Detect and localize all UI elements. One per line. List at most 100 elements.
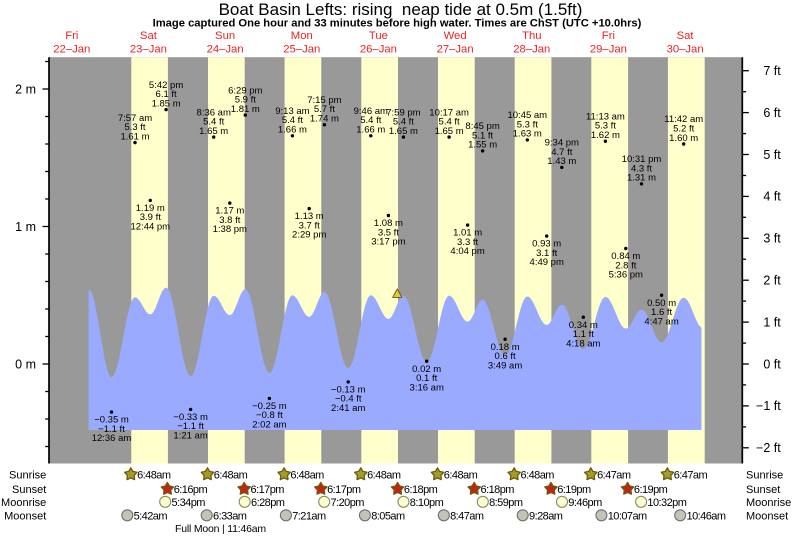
svg-text:1.55 m: 1.55 m [468,140,497,151]
svg-text:Moonset: Moonset [746,510,788,522]
svg-text:1.65 m: 1.65 m [199,126,228,137]
svg-text:9:46 am: 9:46 am [354,106,388,117]
svg-text:−0.4 ft: −0.4 ft [335,394,362,405]
svg-text:2 ft: 2 ft [763,274,781,288]
svg-text:5.4 ft: 5.4 ft [439,117,460,128]
svg-text:6 ft: 6 ft [763,106,781,120]
svg-text:7:15 pm: 7:15 pm [307,95,341,106]
svg-text:Full Moon | 11:46am: Full Moon | 11:46am [175,523,266,535]
svg-text:5.4 ft: 5.4 ft [203,117,224,128]
svg-text:0.1 ft: 0.1 ft [416,373,437,384]
svg-text:1.61 m: 1.61 m [120,131,149,142]
svg-text:5.3 ft: 5.3 ft [595,121,616,132]
svg-text:3.8 ft: 3.8 ft [219,215,240,226]
svg-text:1.74 m: 1.74 m [310,114,339,125]
svg-text:8:45 pm: 8:45 pm [465,121,499,132]
svg-text:6:48am: 6:48am [444,469,478,481]
svg-text:9:28am: 9:28am [529,510,563,522]
svg-text:−1.1 ft: −1.1 ft [98,424,125,435]
svg-text:Wed: Wed [444,30,467,42]
svg-text:6:47am: 6:47am [597,469,631,481]
svg-text:10:07am: 10:07am [608,510,647,522]
svg-text:5.4 ft: 5.4 ft [360,115,381,126]
svg-text:2:41 am: 2:41 am [331,403,365,414]
svg-text:5:34pm: 5:34pm [172,497,206,509]
svg-text:7:20pm: 7:20pm [331,497,365,509]
svg-text:5:42am: 5:42am [134,510,168,522]
svg-text:Sunset: Sunset [746,484,780,496]
svg-text:4:47 am: 4:47 am [644,316,678,327]
svg-text:6:17pm: 6:17pm [327,484,361,496]
svg-text:30–Jan: 30–Jan [667,44,704,56]
svg-text:10:46am: 10:46am [687,510,726,522]
svg-text:23–Jan: 23–Jan [130,44,167,56]
svg-text:Sat: Sat [140,30,158,42]
svg-text:5:36 pm: 5:36 pm [609,270,643,281]
svg-text:1.13 m: 1.13 m [295,211,324,222]
svg-text:1:38 pm: 1:38 pm [213,224,247,235]
svg-text:6:29 pm: 6:29 pm [228,85,262,96]
svg-text:0.02 m: 0.02 m [412,364,441,375]
svg-text:9:13 am: 9:13 am [275,106,309,117]
svg-text:1.6 ft: 1.6 ft [651,307,672,318]
svg-text:6:18pm: 6:18pm [404,484,438,496]
svg-text:−0.8 ft: −0.8 ft [256,410,283,421]
svg-text:Sun: Sun [215,30,235,42]
svg-text:8:10pm: 8:10pm [410,497,444,509]
svg-text:6.1 ft: 6.1 ft [156,89,177,100]
svg-text:1.01 m: 1.01 m [453,228,482,239]
svg-text:Moonrise: Moonrise [1,497,46,509]
svg-text:5.4 ft: 5.4 ft [282,115,303,126]
svg-text:1.63 m: 1.63 m [513,129,542,140]
svg-text:4:49 pm: 4:49 pm [530,257,564,268]
svg-text:11:42 am: 11:42 am [664,114,703,125]
svg-text:Tue: Tue [369,30,388,42]
svg-text:7:59 pm: 7:59 pm [386,107,420,118]
svg-text:3 ft: 3 ft [763,232,781,246]
svg-text:3.5 ft: 3.5 ft [378,227,399,238]
svg-text:5 ft: 5 ft [763,148,781,162]
svg-text:1 m: 1 m [15,220,36,234]
svg-text:5.2 ft: 5.2 ft [673,124,694,135]
svg-text:6:17pm: 6:17pm [251,484,285,496]
svg-text:Sunrise: Sunrise [9,469,46,481]
svg-text:0.84 m: 0.84 m [611,251,640,262]
svg-text:10:17 am: 10:17 am [429,107,469,118]
svg-text:1.43 m: 1.43 m [547,156,576,167]
svg-text:Moonrise: Moonrise [746,497,791,509]
svg-text:2:29 pm: 2:29 pm [292,230,326,241]
svg-text:Sunrise: Sunrise [746,469,783,481]
svg-text:6:48am: 6:48am [137,469,171,481]
svg-text:Mon: Mon [291,30,313,42]
svg-text:1.85 m: 1.85 m [152,98,181,109]
svg-text:8:36 am: 8:36 am [197,107,231,118]
svg-text:−1 ft: −1 ft [756,399,781,413]
svg-text:6:28pm: 6:28pm [251,497,285,509]
svg-text:8:05am: 8:05am [371,510,405,522]
svg-text:27–Jan: 27–Jan [437,44,474,56]
svg-text:1:21 am: 1:21 am [173,431,207,442]
svg-text:2.8 ft: 2.8 ft [615,260,636,271]
svg-text:9:46pm: 9:46pm [568,497,602,509]
svg-text:1.65 m: 1.65 m [389,126,418,137]
svg-text:12:44 pm: 12:44 pm [130,222,170,233]
svg-text:6:19pm: 6:19pm [634,484,668,496]
svg-text:8:59pm: 8:59pm [489,497,523,509]
svg-text:4:18 am: 4:18 am [566,338,600,349]
svg-text:1.1 ft: 1.1 ft [573,329,594,340]
svg-text:5.9 ft: 5.9 ft [235,95,256,106]
svg-text:7:57 am: 7:57 am [118,113,152,124]
svg-text:10:32pm: 10:32pm [647,497,686,509]
svg-text:6:19pm: 6:19pm [557,484,591,496]
svg-text:4:04 pm: 4:04 pm [450,246,484,257]
svg-text:−2 ft: −2 ft [756,441,781,455]
svg-text:1.08 m: 1.08 m [374,218,403,229]
svg-text:Sat: Sat [677,30,695,42]
svg-text:−0.25 m: −0.25 m [252,401,287,412]
svg-text:5.1 ft: 5.1 ft [472,130,493,141]
svg-text:1.60 m: 1.60 m [669,133,698,144]
svg-text:Image captured One hour and 33: Image captured One hour and 33 minutes b… [153,18,642,30]
svg-text:1.17 m: 1.17 m [215,206,244,217]
svg-text:5:42 pm: 5:42 pm [149,80,183,91]
svg-text:22–Jan: 22–Jan [53,44,90,56]
